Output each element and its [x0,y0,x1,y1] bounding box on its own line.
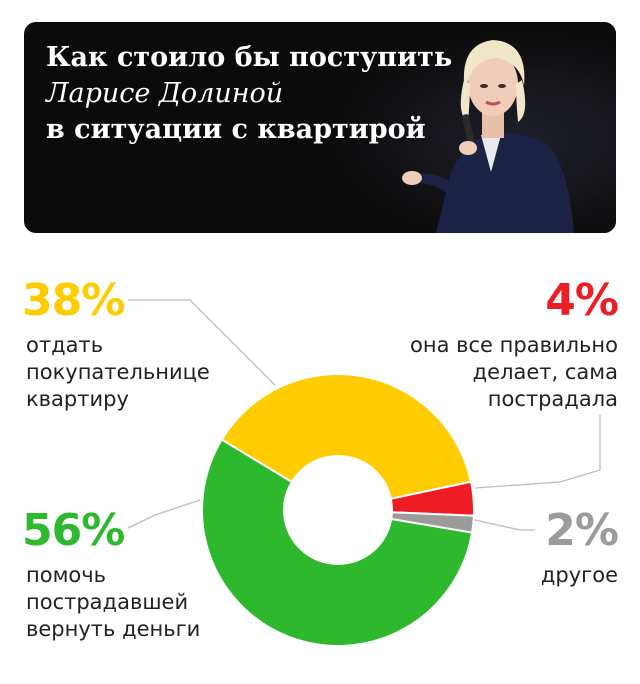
donut-slice-56 [201,438,474,647]
title-line-1: Как стоило бы поступить [46,42,453,73]
donut-slice-38 [220,373,473,500]
slice-label-38-line-1: отдать [26,333,104,357]
leader-line-4 [474,415,601,489]
slice-percent-2: 2% [545,505,619,556]
slice-label-4-line-3: пострадала [487,387,618,411]
title-line-2: Ларисе Долиной [46,78,284,109]
slice-percent-56: 56% [22,505,125,556]
slice-label-4-line-2: делает, сама [472,360,618,384]
leader-lines [127,299,601,531]
slice-percent-4: 4% [545,275,619,326]
slice-label-2-line-1: другое [540,563,618,587]
slice-label-4: она все правильно делает, сама пострадал… [410,332,618,413]
title-line-3: в ситуации с квартирой [46,114,426,145]
slice-label-56: помочь пострадавшей вернуть деньги [26,562,200,643]
donut-slices [201,373,475,647]
slice-label-4-line-1: она все правильно [410,333,618,357]
slice-percent-38: 38% [22,275,125,326]
slice-label-56-line-3: вернуть деньги [26,617,201,641]
slice-label-38-line-2: покупательнице [26,360,210,384]
leader-line-2 [474,519,535,531]
leader-line-56 [127,499,201,529]
leader-line-38 [128,299,276,386]
slice-label-56-line-1: помочь [26,563,107,587]
slice-label-38: отдать покупательнице квартиру [26,332,210,413]
header-banner: Как стоило бы поступить Ларисе Долиной в… [24,22,616,233]
slice-label-56-line-2: пострадавшей [26,590,189,614]
slice-label-38-line-3: квартиру [26,387,129,411]
singer-photo [402,40,574,233]
slice-label-2: другое [541,562,618,589]
page-title: Как стоило бы поступить Ларисе Долиной в… [46,40,452,148]
